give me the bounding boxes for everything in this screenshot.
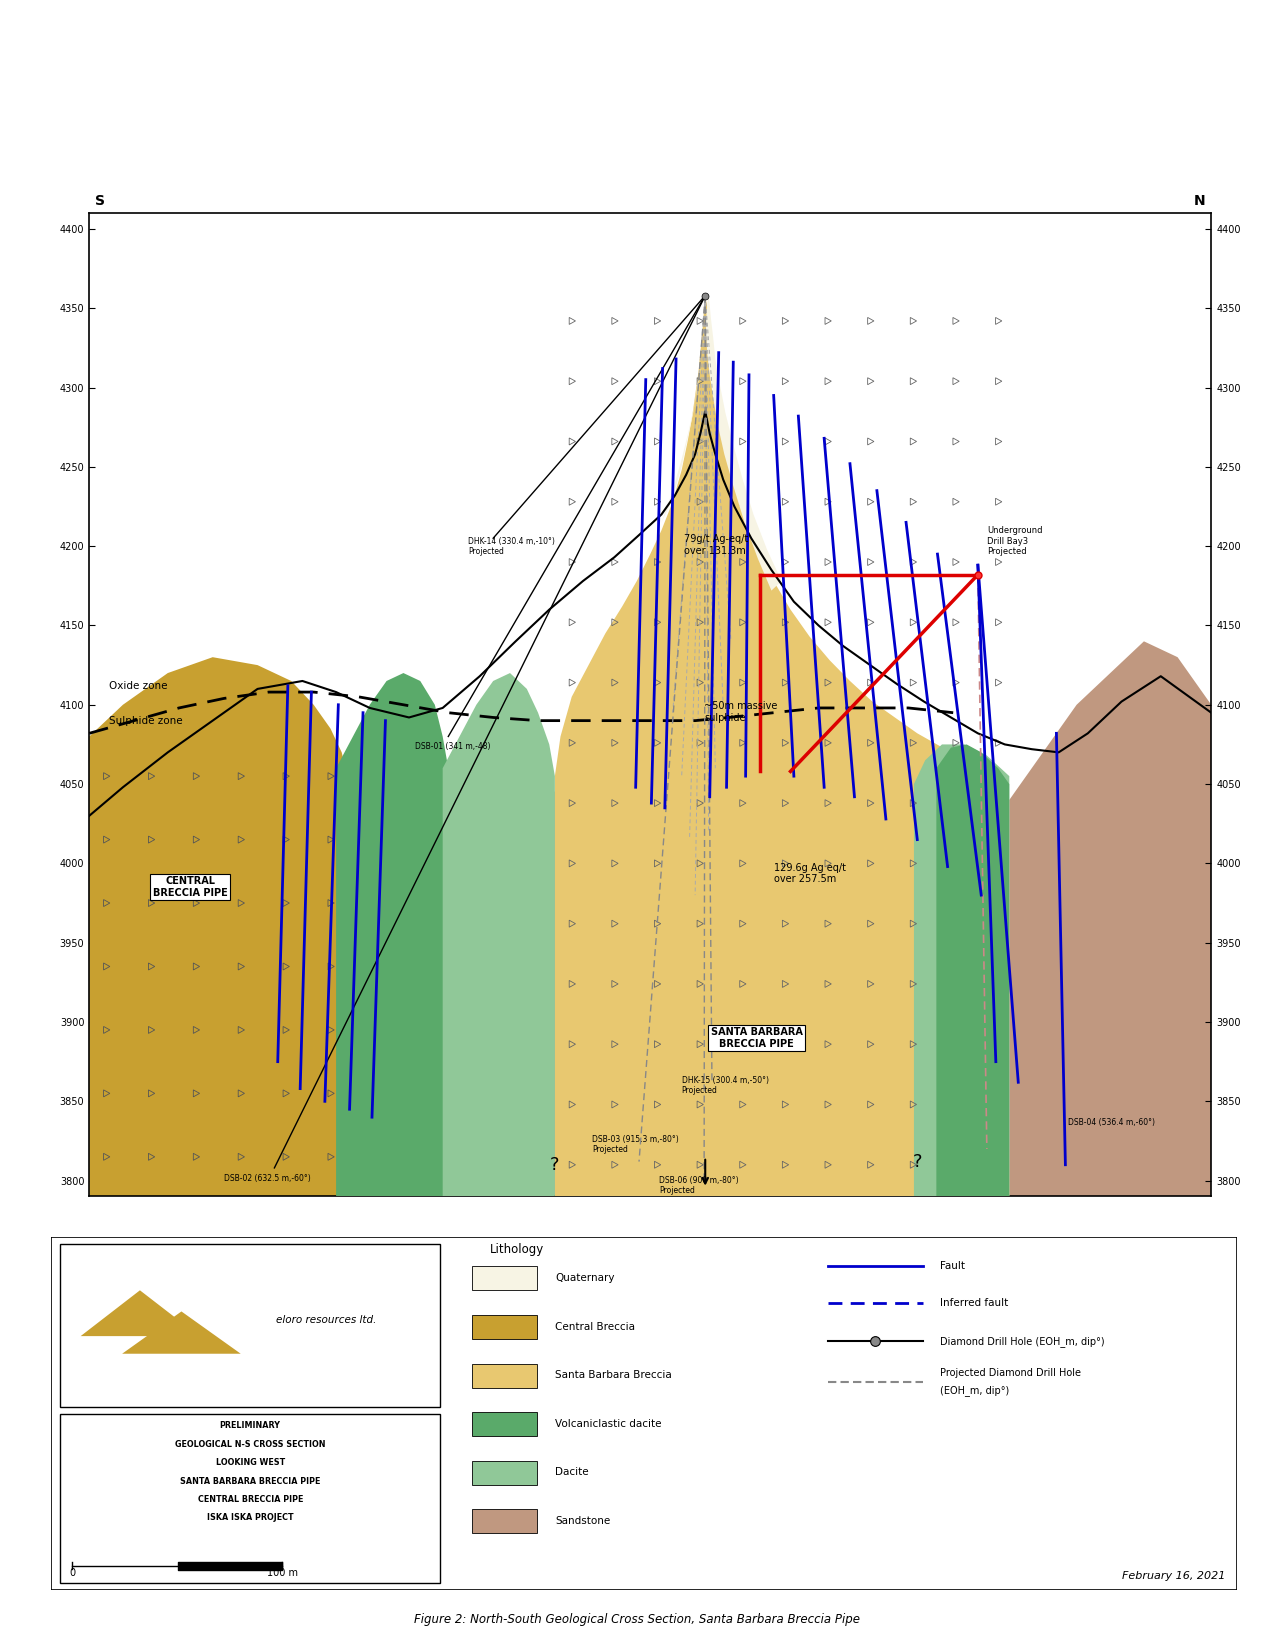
Polygon shape (337, 674, 449, 1196)
Text: Volcaniclastic dacite: Volcaniclastic dacite (555, 1419, 662, 1429)
Text: DHK-14 (330.4 m,-10°)
Projected: DHK-14 (330.4 m,-10°) Projected (468, 536, 556, 556)
Text: Oxide zone: Oxide zone (110, 680, 168, 692)
Bar (472, 1510, 537, 1534)
Polygon shape (459, 769, 555, 1196)
Bar (472, 1364, 537, 1388)
Text: Sandstone: Sandstone (555, 1516, 611, 1526)
Text: Diamond Drill Hole (EOH_m, dip°): Diamond Drill Hole (EOH_m, dip°) (940, 1336, 1105, 1347)
Polygon shape (89, 657, 347, 1196)
Text: SANTA BARBARA
BRECCIA PIPE: SANTA BARBARA BRECCIA PIPE (711, 1028, 803, 1049)
Polygon shape (555, 295, 1010, 1196)
Text: ISKA ISKA PROJECT: ISKA ISKA PROJECT (207, 1513, 293, 1523)
Text: DSB-02 (632.5 m,-60°): DSB-02 (632.5 m,-60°) (224, 1174, 311, 1183)
Bar (472, 1460, 537, 1485)
Text: 0: 0 (69, 1569, 75, 1578)
Text: 129.6g Ag eq/t
over 257.5m: 129.6g Ag eq/t over 257.5m (774, 862, 845, 885)
Text: DSB-06 (900 m,-80°)
Projected: DSB-06 (900 m,-80°) Projected (659, 1175, 738, 1195)
Text: 79g/t Ag-eq/t
over 131.3m: 79g/t Ag-eq/t over 131.3m (683, 534, 748, 556)
Text: Dacite: Dacite (555, 1467, 589, 1477)
Text: ?: ? (913, 1152, 922, 1170)
Bar (472, 1314, 537, 1339)
Bar (472, 1267, 537, 1290)
Text: SANTA BARBARA BRECCIA PIPE: SANTA BARBARA BRECCIA PIPE (180, 1477, 320, 1487)
Text: ~50m massive
sulphide: ~50m massive sulphide (704, 701, 778, 723)
Text: DHK-15 (300.4 m,-50°)
Projected: DHK-15 (300.4 m,-50°) Projected (682, 1075, 769, 1095)
Text: DSB-01 (341 m,-48): DSB-01 (341 m,-48) (414, 742, 490, 751)
Polygon shape (80, 1290, 199, 1336)
Text: 100 m: 100 m (266, 1569, 298, 1578)
Bar (472, 1413, 537, 1436)
Text: GEOLOGICAL N-S CROSS SECTION: GEOLOGICAL N-S CROSS SECTION (175, 1441, 325, 1449)
Polygon shape (442, 674, 555, 1196)
Polygon shape (662, 295, 782, 590)
Text: Quaternary: Quaternary (555, 1274, 615, 1283)
Text: Lithology: Lithology (490, 1244, 544, 1257)
Text: S: S (94, 193, 105, 208)
Text: February 16, 2021: February 16, 2021 (1122, 1570, 1225, 1580)
Text: LOOKING WEST: LOOKING WEST (215, 1459, 284, 1467)
Text: DSB-03 (915.3 m,-80°)
Projected: DSB-03 (915.3 m,-80°) Projected (592, 1134, 678, 1154)
Text: CENTRAL BRECCIA PIPE: CENTRAL BRECCIA PIPE (198, 1495, 303, 1505)
Text: Figure 2: North-South Geological Cross Section, Santa Barbara Breccia Pipe: Figure 2: North-South Geological Cross S… (414, 1613, 861, 1626)
Text: (EOH_m, dip°): (EOH_m, dip°) (940, 1385, 1010, 1396)
Bar (60, 1244, 440, 1406)
Text: eloro resources ltd.: eloro resources ltd. (277, 1314, 376, 1326)
Text: Projected Diamond Drill Hole: Projected Diamond Drill Hole (940, 1369, 1081, 1378)
Text: Inferred fault: Inferred fault (940, 1298, 1009, 1308)
Text: CENTRAL
BRECCIA PIPE: CENTRAL BRECCIA PIPE (153, 877, 228, 898)
Text: Underground
Drill Bay3
Projected: Underground Drill Bay3 Projected (987, 526, 1043, 556)
Text: PRELIMINARY: PRELIMINARY (219, 1421, 280, 1431)
Polygon shape (122, 1311, 241, 1354)
Bar (60, 1413, 440, 1583)
Polygon shape (936, 744, 1010, 1196)
Text: Sulphide zone: Sulphide zone (110, 716, 184, 726)
Text: N: N (1193, 193, 1206, 208)
Polygon shape (1010, 641, 1211, 1196)
Text: Central Breccia: Central Breccia (555, 1321, 635, 1331)
Polygon shape (914, 744, 1010, 1196)
Text: DSB-04 (536.4 m,-60°): DSB-04 (536.4 m,-60°) (1067, 1118, 1155, 1128)
Text: Santa Barbara Breccia: Santa Barbara Breccia (555, 1370, 672, 1380)
Text: Fault: Fault (940, 1260, 965, 1270)
Text: ?: ? (550, 1155, 560, 1174)
